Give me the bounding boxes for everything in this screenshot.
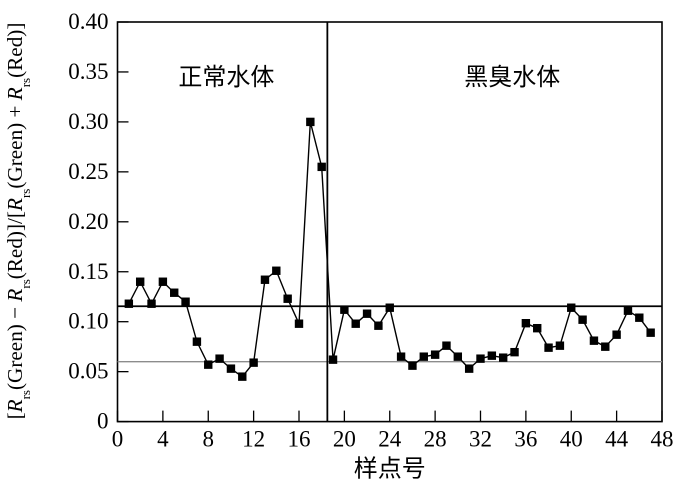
svg-text:40: 40 xyxy=(560,427,583,452)
svg-text:0.20: 0.20 xyxy=(68,209,108,234)
svg-text:正常水体: 正常水体 xyxy=(178,64,274,91)
svg-text:0.05: 0.05 xyxy=(68,359,108,384)
svg-text:48: 48 xyxy=(651,427,674,452)
svg-text:0.15: 0.15 xyxy=(68,259,108,284)
svg-text:黑臭水体: 黑臭水体 xyxy=(464,64,560,91)
svg-text:0: 0 xyxy=(112,427,124,452)
svg-text:0.35: 0.35 xyxy=(68,59,108,84)
svg-text:32: 32 xyxy=(469,427,492,452)
svg-text:4: 4 xyxy=(157,427,169,452)
svg-text:44: 44 xyxy=(605,427,629,452)
svg-text:0.30: 0.30 xyxy=(68,109,108,134)
svg-text:0: 0 xyxy=(97,409,109,434)
svg-text:样点号: 样点号 xyxy=(354,456,426,483)
svg-text:36: 36 xyxy=(514,427,537,452)
svg-text:16: 16 xyxy=(288,427,311,452)
svg-text:24: 24 xyxy=(378,427,402,452)
svg-text:12: 12 xyxy=(242,427,265,452)
svg-text:28: 28 xyxy=(424,427,447,452)
svg-text:0.25: 0.25 xyxy=(68,159,108,184)
svg-text:20: 20 xyxy=(333,427,356,452)
svg-text:8: 8 xyxy=(203,427,215,452)
svg-text:0.10: 0.10 xyxy=(68,309,108,334)
svg-text:0.40: 0.40 xyxy=(68,9,108,34)
